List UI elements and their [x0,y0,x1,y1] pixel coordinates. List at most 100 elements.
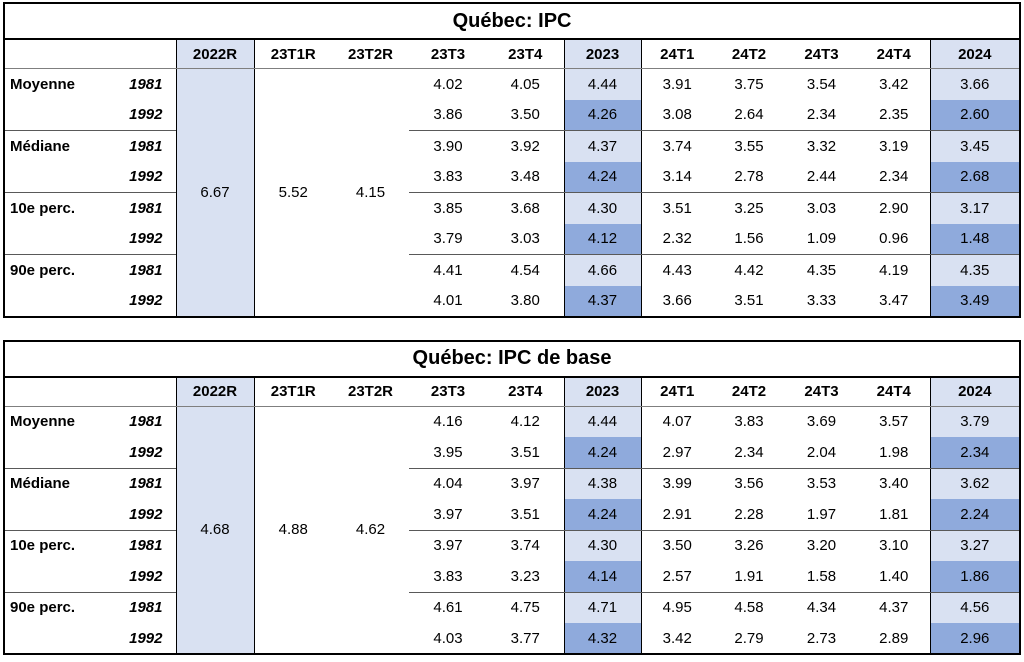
row-label: 90e perc. [10,261,76,279]
value-cell: 1.91 [713,561,785,593]
value-cell: 2.57 [641,561,713,593]
value-cell: 3.50 [662,537,692,555]
value-cell: 4.43 [662,261,692,279]
year-label: 1981 [129,537,163,555]
table-body: Moyenne 1981 4.68 4.88 4.62 4.16 4.12 4.44 4.07 3… [4,406,1021,654]
value-cell: 2.34 [713,437,785,469]
value-cell: 2.79 [734,629,764,647]
value-cell: 4.30 [563,530,642,561]
value-cell: 3.51 [487,499,564,531]
value-cell: 4.24 [563,161,642,193]
header-row: 2022R 23T1R 23T2R 23T3 23T4 2023 24T1 24… [4,39,1021,69]
value-cell: 4.19 [879,261,909,279]
value-cell: 3.91 [662,75,692,93]
value-cell: 3.23 [487,561,564,593]
year-label: 1981 [129,413,163,431]
col-header-23T3: 23T3 [409,376,487,407]
value-cell: 4.95 [662,599,692,617]
value-cell: 3.03 [487,223,564,255]
table-row: Médiane 1981 4.04 3.97 4.38 3.99 3.56 3.53 3.40 3… [4,468,1021,499]
value-cell: 4.58 [734,599,764,617]
row-label: Moyenne [10,75,76,93]
header-row: 2022R 23T1R 23T2R 23T3 23T4 2023 24T1 24… [4,376,1021,407]
col-header-2023: 2023 [563,39,642,69]
value-cell: 4.44 [563,68,642,100]
value-cell: 4.24 [563,437,642,469]
value-cell: 3.48 [487,161,564,193]
value-cell: 4.37 [563,130,642,162]
row-label [4,437,101,469]
col-header-2023: 2023 [563,376,642,407]
table-row: 10e perc. 1981 3.97 3.74 4.30 3.50 3.26 3.20 3.1… [4,530,1021,561]
value-cell: 3.42 [662,629,692,647]
table-row: Moyenne 1981 6.67 5.52 4.15 4.02 4.05 4.44 3.91 3… [4,68,1021,317]
value-cell: 3.26 [734,537,764,555]
value-cell: 4.02 [433,75,463,93]
value-cell: 4.32 [563,623,642,654]
value-cell: 4.07 [662,413,692,431]
table-row: 1992 3.83 3.48 4.24 3.14 2.78 2.44 2.34 2.68 [4,161,1021,193]
value-cell: 2.32 [641,223,713,255]
merged-23T1R-value: 4.88 [278,521,308,539]
value-cell: 3.97 [510,475,540,493]
value-cell: 3.54 [806,75,837,93]
year-label: 1981 [129,137,163,155]
value-cell: 3.92 [510,137,540,155]
row-label [4,223,101,255]
value-cell: 2.24 [929,499,1021,531]
year-label: 1992 [101,561,176,593]
value-cell: 2.73 [806,629,837,647]
value-cell: 4.37 [563,285,642,317]
value-cell: 2.34 [785,99,858,131]
value-cell: 3.14 [641,161,713,193]
value-cell: 4.38 [563,468,642,499]
value-cell: 4.42 [734,261,764,279]
value-cell: 4.12 [510,413,540,431]
value-cell: 3.79 [929,406,1021,437]
row-label [4,286,101,317]
value-cell: 3.03 [806,199,837,217]
value-cell: 3.45 [929,130,1021,162]
corner-cell [4,376,176,407]
title-row: Québec: IPC de base [4,340,1021,378]
value-cell: 3.66 [662,292,692,309]
value-cell: 3.51 [487,437,564,469]
col-header-2022R: 2022R [175,376,255,407]
table-quebec-ipc: Québec: IPC 2022R 23T1R 23T2R 23T3 23T4 … [3,2,1022,318]
value-cell: 4.04 [433,475,463,493]
value-cell: 3.83 [409,561,487,593]
row-label [4,99,101,131]
value-cell: 4.66 [563,254,642,286]
value-cell: 2.91 [641,499,713,531]
value-cell: 4.26 [563,99,642,131]
value-cell: 4.56 [929,592,1021,623]
table-row: 1992 4.03 3.77 4.32 3.42 2.79 2.73 2.89 2.96 [4,623,1021,654]
col-header-24T1: 24T1 [641,39,713,69]
value-cell: 2.78 [713,161,785,193]
value-cell: 3.86 [409,99,487,131]
table-row: 10e perc. 1981 3.85 3.68 4.30 3.51 3.25 3.03 2.9… [4,192,1021,224]
row-label [4,623,101,654]
value-cell: 1.97 [785,499,858,531]
value-cell: 4.03 [433,629,463,647]
col-header-23T1R: 23T1R [254,39,332,69]
merged-23T2R-value: 4.15 [355,183,386,201]
year-label: 1981 [129,599,163,617]
value-cell: 2.68 [929,161,1021,193]
row-label: 10e perc. [10,199,76,217]
table-title: Québec: IPC de base [4,340,1021,378]
value-cell: 3.80 [510,292,540,309]
value-cell: 3.85 [433,199,463,217]
value-cell: 4.71 [563,592,642,623]
year-label: 1981 [129,475,163,493]
value-cell: 3.68 [510,199,540,217]
value-cell: 3.74 [662,137,692,155]
row-label [4,499,101,531]
col-header-23T1R: 23T1R [254,376,332,407]
title-row: Québec: IPC [4,3,1021,40]
value-cell: 2.90 [879,199,909,217]
value-cell: 2.44 [785,161,858,193]
table-title: Québec: IPC [4,3,1021,40]
value-cell: 3.53 [806,475,837,493]
